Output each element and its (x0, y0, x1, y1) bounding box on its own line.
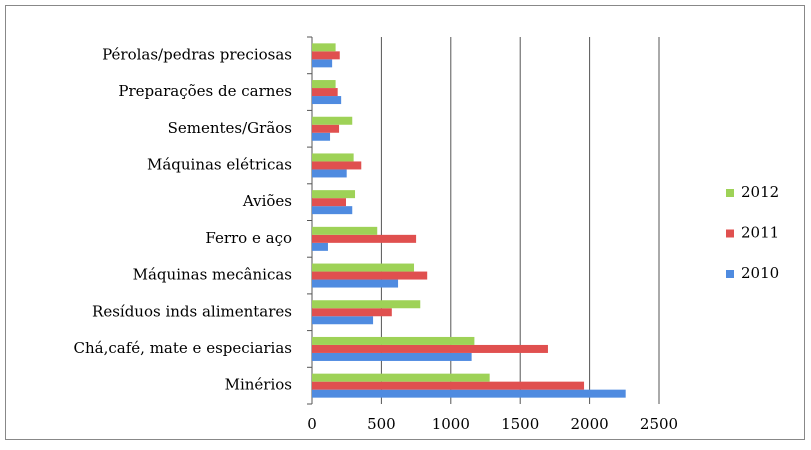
bar (312, 88, 338, 97)
x-tick-label: 1000 (432, 415, 470, 433)
bar (312, 80, 336, 89)
bar (312, 153, 354, 162)
bar (312, 169, 347, 178)
y-tick-label: Máquinas mecânicas (133, 266, 292, 284)
bar (312, 206, 353, 215)
legend-swatch (726, 229, 734, 238)
legend-label: 2010 (741, 264, 779, 282)
bar (312, 300, 421, 309)
bar (312, 381, 585, 390)
bar (312, 352, 472, 361)
y-tick-label: Aviões (242, 192, 292, 210)
bar (312, 336, 475, 345)
bar (312, 234, 417, 243)
bar (312, 308, 392, 317)
legend-label: 2011 (741, 224, 779, 242)
bar (312, 124, 340, 133)
bar (312, 116, 353, 125)
bar (312, 59, 333, 68)
bar (312, 43, 336, 52)
y-tick-label: Sementes/Grãos (168, 119, 292, 137)
y-tick-label: Minérios (225, 376, 292, 394)
x-tick-label: 2000 (571, 415, 609, 433)
bar (312, 271, 428, 280)
legend-label: 2012 (741, 183, 779, 201)
x-tick-label: 1500 (501, 415, 539, 433)
bar (312, 226, 378, 235)
y-tick-label: Ferro e aço (205, 229, 292, 247)
chart-frame (5, 5, 805, 440)
bar (312, 198, 347, 207)
y-tick-label: Máquinas elétricas (147, 155, 292, 173)
y-tick-label: Preparações de carnes (118, 82, 292, 100)
bar (312, 51, 340, 60)
bar (312, 279, 399, 288)
bar (312, 263, 415, 272)
bar (312, 161, 362, 170)
y-tick-label: Chá,café, mate e especiarias (74, 339, 292, 357)
bar (312, 96, 342, 105)
bar (312, 316, 374, 325)
bar (312, 389, 626, 398)
x-tick-label: 0 (307, 415, 317, 433)
bar (312, 132, 331, 141)
y-tick-label: Pérolas/pedras preciosas (102, 45, 292, 63)
bar (312, 242, 328, 251)
bar (312, 373, 490, 382)
x-tick-label: 500 (367, 415, 396, 433)
bar (312, 344, 548, 353)
y-tick-label: Resíduos inds alimentares (92, 302, 292, 320)
legend-swatch (726, 189, 734, 197)
bar (312, 190, 356, 199)
x-tick-label: 2500 (640, 415, 678, 433)
legend-swatch (726, 270, 734, 278)
